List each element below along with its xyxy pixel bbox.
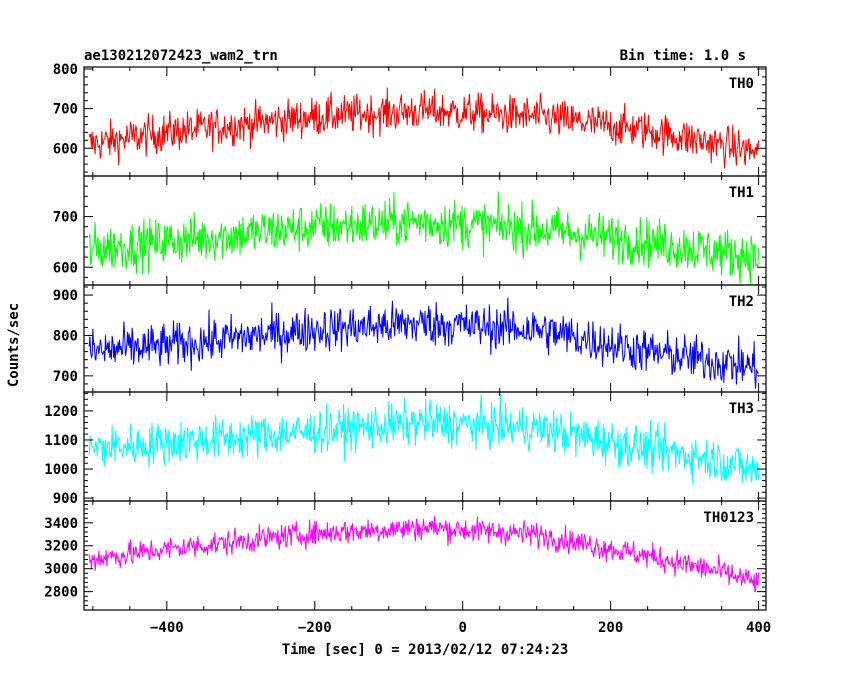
y-tick-label: 3200 (44, 539, 78, 555)
panel-frame (83, 66, 767, 177)
y-tick-label: 600 (53, 260, 78, 276)
y-tick-label: 700 (53, 102, 78, 118)
panel-label-th2: TH2 (729, 294, 754, 310)
bin-time-label: Bin time: 1.0 s (620, 48, 746, 64)
panel-label-th3: TH3 (729, 401, 754, 417)
y-tick-label: 800 (53, 62, 78, 78)
series-line-th0123 (88, 516, 760, 593)
y-tick-label: 3400 (44, 516, 78, 532)
panel-th0: TH0 600 700 800 (53, 62, 767, 177)
y-tick-label: 700 (53, 210, 78, 226)
x-tick-label: 400 (746, 620, 771, 636)
x-axis-label: Time [sec] 0 = 2013/02/12 07:24:23 (282, 642, 569, 658)
y-tick-label: 1200 (44, 404, 78, 420)
panel-frame (83, 500, 767, 611)
panels-group: TH0 600 700 800 TH1 600 700 TH2 700 800 900 TH3 900 1… (44, 62, 771, 636)
series-line-th2 (88, 297, 759, 389)
panel-th3: TH3 900 1000 1100 1200 (44, 391, 767, 507)
panel-label-th1: TH1 (729, 185, 754, 201)
x-tick-label: 200 (598, 620, 623, 636)
panel-label-th0123: TH0123 (703, 510, 754, 526)
panel-th1: TH1 600 700 (53, 175, 767, 286)
y-axis-label: Counts/sec (6, 303, 22, 387)
panel-frame (83, 284, 767, 393)
y-tick-label: 600 (53, 141, 78, 157)
y-tick-label: 1100 (44, 433, 78, 449)
y-tick-label: 3000 (44, 562, 78, 578)
y-tick-label: 900 (53, 491, 78, 507)
y-tick-label: 700 (53, 369, 78, 385)
y-tick-label: 2800 (44, 585, 78, 601)
x-tick-label: 0 (459, 620, 467, 636)
x-tick-label: −200 (298, 620, 332, 636)
series-line-th0 (88, 87, 760, 169)
chart-title: ae130212072423_wam2_trn (84, 48, 278, 64)
panel-th0123: TH0123 2800 3000 3200 3400 (44, 500, 767, 611)
panel-label-th0: TH0 (729, 76, 754, 92)
x-tick-label: −400 (150, 620, 184, 636)
series-line-th3 (88, 393, 760, 485)
y-tick-label: 800 (53, 328, 78, 344)
panel-th2: TH2 700 800 900 (53, 284, 767, 393)
y-tick-label: 900 (53, 288, 78, 304)
series-line-th1 (88, 191, 760, 285)
y-tick-label: 1000 (44, 462, 78, 478)
